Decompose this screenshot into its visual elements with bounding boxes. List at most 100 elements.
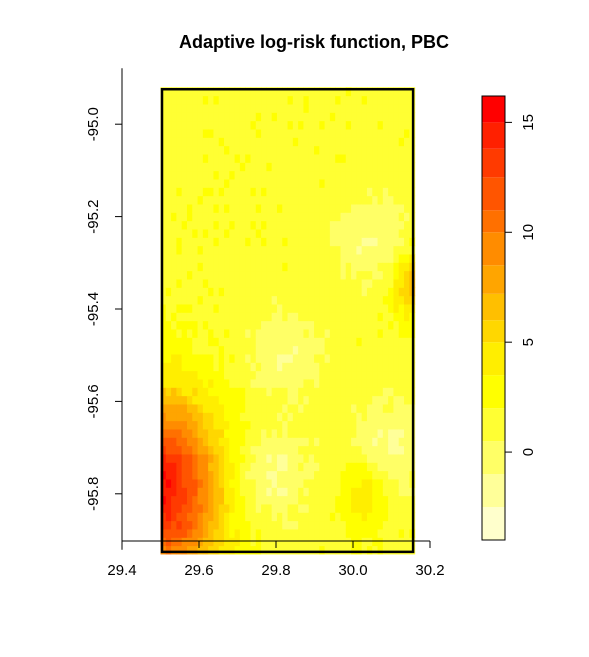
heat-cell: [186, 270, 193, 280]
heat-cell: [404, 470, 410, 480]
heat-cell: [229, 420, 236, 430]
heat-cell: [398, 362, 405, 372]
heat-cell: [287, 278, 294, 288]
heat-cell: [356, 528, 363, 538]
heat-cell: [271, 545, 278, 555]
heat-cell: [165, 278, 172, 288]
heat-cell: [308, 270, 315, 280]
heat-cell: [271, 403, 278, 413]
heat-cell: [298, 495, 305, 505]
heat-cell: [388, 395, 395, 405]
heat-cell: [398, 403, 405, 413]
heat-cell: [388, 320, 395, 330]
heat-cell: [308, 245, 315, 255]
heat-cell: [218, 237, 225, 247]
heat-cell: [255, 537, 262, 547]
heat-cell: [229, 195, 236, 205]
heat-cell: [271, 428, 278, 438]
heat-cell: [298, 112, 305, 122]
heat-cell: [388, 87, 395, 97]
heat-cell: [335, 420, 342, 430]
heat-cell: [176, 103, 183, 113]
heat-cell: [176, 428, 183, 438]
heat-cell: [250, 278, 257, 288]
heat-cell: [377, 220, 384, 230]
heat-cell: [361, 420, 368, 430]
heat-cell: [351, 353, 357, 363]
heat-cell: [239, 403, 246, 413]
heat-cell: [229, 520, 236, 530]
heat-cell: [239, 362, 246, 372]
heat-cell: [366, 420, 373, 430]
heat-cell: [303, 487, 310, 497]
heat-cell: [314, 537, 320, 547]
heat-cell: [261, 453, 267, 463]
heat-cell: [255, 145, 262, 155]
heat-cell: [202, 170, 209, 180]
heat-cell: [388, 370, 395, 380]
heat-cell: [234, 503, 241, 513]
heat-cell: [377, 403, 384, 413]
heat-cell: [192, 220, 199, 230]
heat-cell: [298, 312, 305, 322]
heat-cell: [165, 87, 172, 97]
heat-cell: [404, 403, 410, 413]
heat-cell: [181, 245, 188, 255]
heat-cell: [192, 237, 199, 247]
heat-cell: [202, 462, 209, 472]
heat-cell: [208, 345, 215, 355]
heat-cell: [192, 362, 199, 372]
heat-cell: [382, 262, 389, 272]
heat-cell: [160, 420, 167, 430]
heat-cell: [329, 203, 336, 213]
heat-cell: [393, 395, 400, 405]
heat-cell: [393, 328, 400, 338]
heat-cell: [160, 462, 167, 472]
heat-cell: [292, 187, 299, 197]
heat-cell: [308, 495, 315, 505]
heat-cell: [186, 287, 193, 297]
heat-cell: [208, 178, 215, 188]
heat-cell: [382, 153, 389, 163]
heat-cell: [324, 428, 331, 438]
heat-cell: [351, 145, 357, 155]
heat-cell: [202, 328, 209, 338]
heat-cell: [192, 478, 199, 488]
heat-cell: [308, 278, 315, 288]
heat-cell: [356, 187, 363, 197]
heat-cell: [388, 412, 395, 422]
heat-cell: [192, 95, 199, 105]
heat-cell: [361, 212, 368, 222]
heat-cell: [292, 237, 299, 247]
heat-cell: [271, 537, 278, 547]
heat-cell: [208, 170, 215, 180]
heat-cell: [398, 512, 405, 522]
heat-cell: [366, 320, 373, 330]
heat-cell: [255, 237, 262, 247]
heat-cell: [255, 403, 262, 413]
heat-cell: [377, 203, 384, 213]
heat-cell: [266, 337, 273, 347]
heat-cell: [213, 245, 220, 255]
heat-cell: [245, 470, 252, 480]
heat-cell: [229, 145, 236, 155]
heat-cell: [393, 228, 400, 238]
heat-cell: [165, 528, 172, 538]
heat-cell: [287, 195, 294, 205]
heat-cell: [160, 212, 167, 222]
heat-cell: [308, 95, 315, 105]
heat-cell: [335, 178, 342, 188]
heat-cell: [239, 470, 246, 480]
heat-cell: [192, 437, 199, 447]
heat-cell: [208, 545, 215, 555]
heat-cell: [303, 295, 310, 305]
heat-cell: [340, 295, 347, 305]
heat-cell: [361, 128, 368, 138]
heat-cell: [261, 495, 267, 505]
heat-cell: [229, 495, 236, 505]
heat-cell: [176, 437, 183, 447]
heat-cell: [366, 253, 373, 263]
heat-cell: [351, 295, 357, 305]
heat-cell: [186, 453, 193, 463]
heat-cell: [250, 153, 257, 163]
